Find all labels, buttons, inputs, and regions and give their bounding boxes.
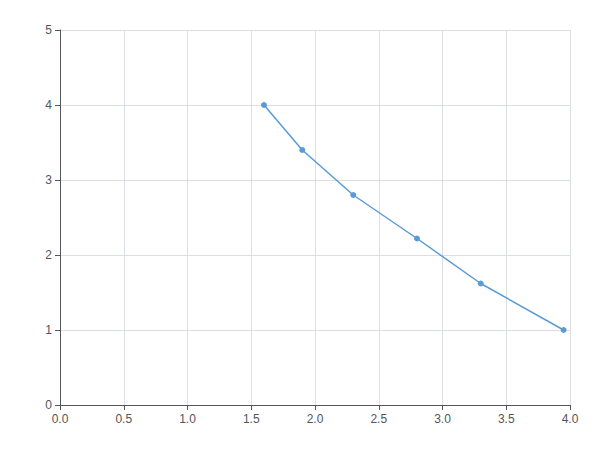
svg-text:4: 4 — [45, 98, 52, 112]
svg-text:3.0: 3.0 — [434, 412, 451, 426]
svg-text:1.0: 1.0 — [179, 412, 196, 426]
svg-text:2.0: 2.0 — [307, 412, 324, 426]
svg-text:0.0: 0.0 — [52, 412, 69, 426]
svg-text:1: 1 — [45, 323, 52, 337]
svg-text:3.5: 3.5 — [498, 412, 515, 426]
svg-text:4.0: 4.0 — [562, 412, 579, 426]
svg-text:5: 5 — [45, 23, 52, 37]
svg-text:3: 3 — [45, 173, 52, 187]
svg-text:2: 2 — [45, 248, 52, 262]
svg-text:0.5: 0.5 — [115, 412, 132, 426]
svg-text:1.5: 1.5 — [243, 412, 260, 426]
svg-text:0: 0 — [45, 398, 52, 412]
svg-text:2.5: 2.5 — [370, 412, 387, 426]
